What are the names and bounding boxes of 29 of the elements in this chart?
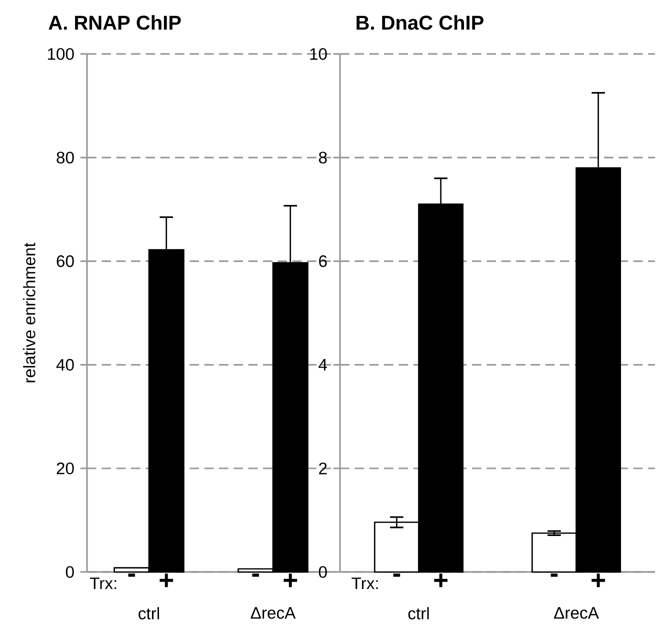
y-tick-label: 20 <box>56 462 74 474</box>
y-tick-label: 0 <box>66 566 74 578</box>
y-axis-title: relative enrichment <box>23 242 36 382</box>
y-tick-label: 0 <box>318 566 327 578</box>
text: - <box>252 574 260 577</box>
x-tick-label: ΔrecA <box>250 607 296 619</box>
y-tick-label: 2 <box>319 462 327 474</box>
y-tick-label: 40 <box>56 358 74 371</box>
chart-title: A. RNAP ChIP <box>48 15 181 30</box>
x-tick-label: ctrl <box>408 607 429 620</box>
chart-title: B. DnaC ChIP <box>356 15 484 30</box>
series-label: + <box>160 574 174 588</box>
y-tick-label: 4 <box>318 359 328 371</box>
legend-title: Trx: <box>90 578 116 590</box>
legend-title: Trx: <box>352 578 378 590</box>
y-tick-label: 8 <box>318 152 327 164</box>
y-tick-label: 80 <box>56 152 74 164</box>
series-label: + <box>434 574 448 588</box>
x-tick-label: ctrl <box>138 607 159 620</box>
y-tick-label: 60 <box>56 255 74 268</box>
y-tick-label: 10 <box>310 48 327 60</box>
x-tick-label: ΔrecA <box>554 607 599 619</box>
series-label: - <box>128 574 136 577</box>
text: + <box>284 574 298 588</box>
series-label: - <box>393 574 400 577</box>
y-tick-label: 6 <box>319 255 327 268</box>
text: - <box>550 574 558 577</box>
text: + <box>592 574 606 588</box>
y-tick-label: 100 <box>48 48 74 60</box>
